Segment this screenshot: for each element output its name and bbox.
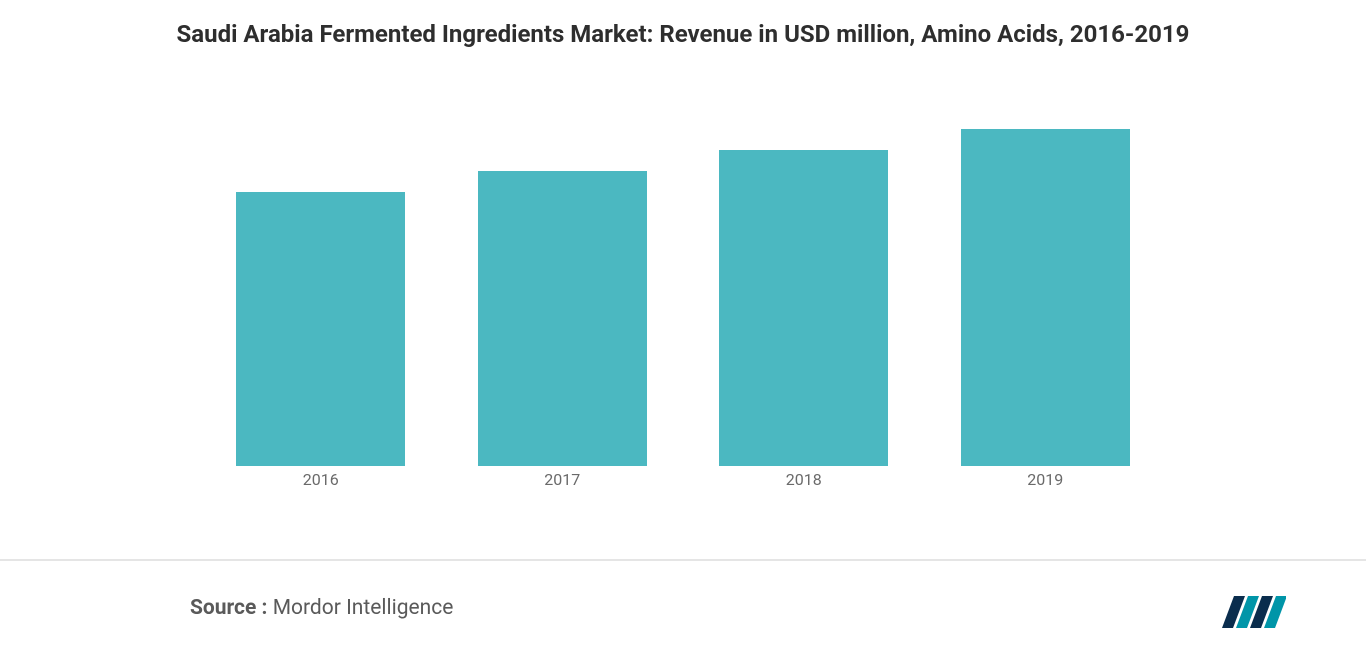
logo-bars <box>1222 596 1286 628</box>
bar <box>961 129 1130 466</box>
chart-area: 2016201720182019 <box>200 115 1166 500</box>
bar-slot <box>925 115 1167 466</box>
x-axis-label: 2017 <box>442 470 684 500</box>
bar-slot <box>683 115 925 466</box>
bar <box>719 150 888 466</box>
x-axis-label: 2018 <box>683 470 925 500</box>
x-axis-label: 2016 <box>200 470 442 500</box>
x-axis-labels: 2016201720182019 <box>200 470 1166 500</box>
source-value: Mordor Intelligence <box>273 596 454 620</box>
footer: Source : Mordor Intelligence <box>0 559 1366 655</box>
bar-slot <box>442 115 684 466</box>
bar <box>236 192 405 466</box>
bars-container <box>200 115 1166 466</box>
chart-title: Saudi Arabia Fermented Ingredients Marke… <box>0 0 1366 50</box>
source-label: Source : <box>190 596 267 620</box>
mordor-logo-icon <box>1222 588 1286 628</box>
x-axis-label: 2019 <box>925 470 1167 500</box>
source-attribution: Source : Mordor Intelligence <box>190 596 453 620</box>
bar-slot <box>200 115 442 466</box>
bar <box>478 171 647 466</box>
